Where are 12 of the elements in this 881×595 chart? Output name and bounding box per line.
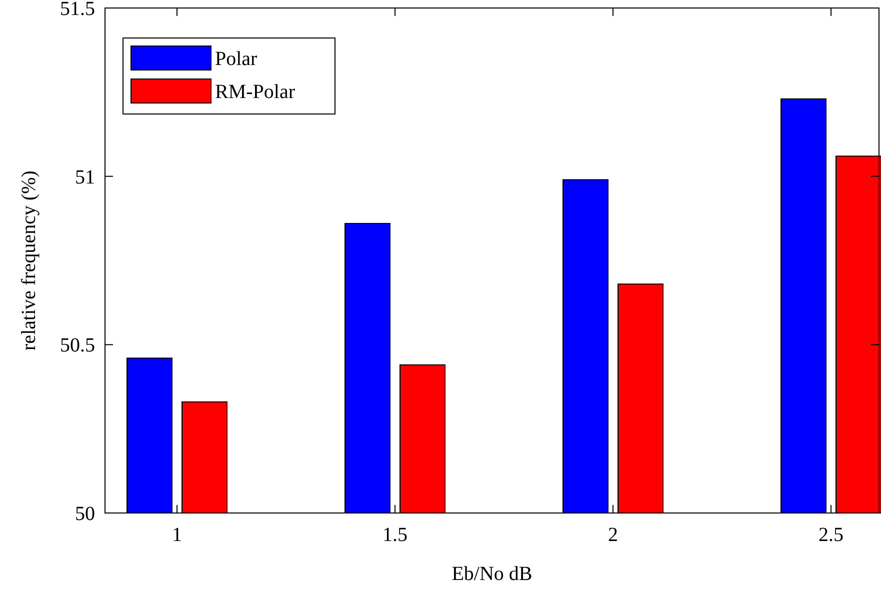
x-tick-label: 1 bbox=[172, 524, 182, 546]
x-tick-label: 1.5 bbox=[382, 524, 408, 546]
legend-label: RM-Polar bbox=[215, 81, 296, 103]
x-tick-label: 2.5 bbox=[818, 524, 844, 546]
y-tick-label: 51.5 bbox=[60, 0, 95, 20]
x-axis-title: Eb/No dB bbox=[452, 563, 532, 585]
x-tick-label: 2 bbox=[608, 524, 618, 546]
y-tick-label: 50.5 bbox=[60, 334, 95, 357]
y-tick-label: 50 bbox=[75, 503, 95, 525]
y-tick-label: 51 bbox=[75, 166, 95, 188]
y-axis-title: relative frequency (%) bbox=[18, 170, 40, 350]
legend-label: Polar bbox=[215, 48, 258, 70]
